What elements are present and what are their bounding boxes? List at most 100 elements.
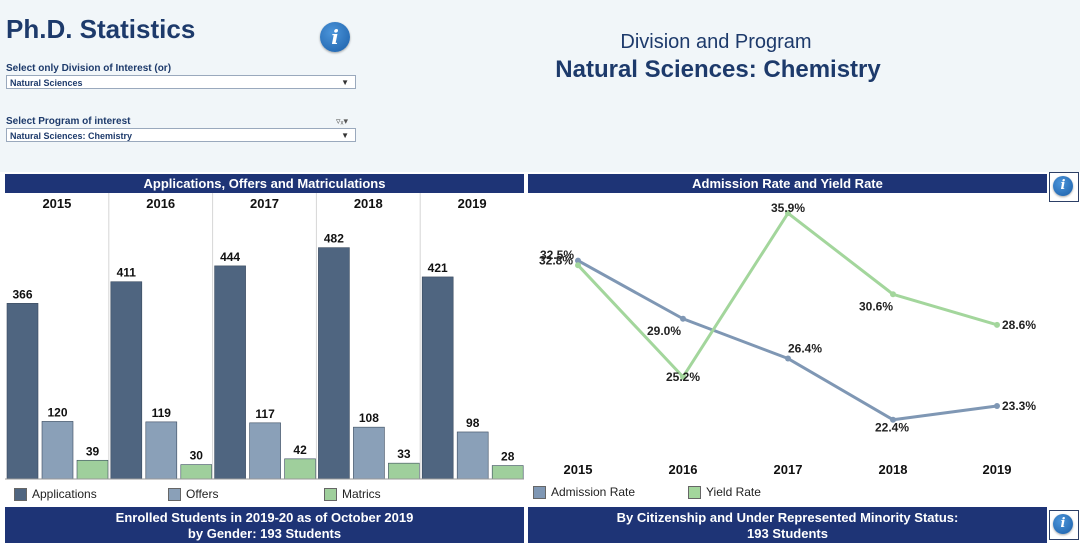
bar <box>76 459 109 480</box>
x-tick-label: 2017 <box>774 462 803 477</box>
bar <box>41 421 74 480</box>
series-line <box>577 259 998 422</box>
division-label: Select only Division of Interest (or) <box>6 63 172 74</box>
program-select[interactable]: Natural Sciences: Chemistry ▼ <box>6 128 356 142</box>
legend-label: Yield Rate <box>706 485 761 499</box>
info-icon[interactable]: i <box>1053 176 1073 196</box>
year-label: 2016 <box>146 196 175 211</box>
bar-value-label: 444 <box>220 250 240 264</box>
enrolled-header-line2: by Gender: 193 Students <box>187 526 342 541</box>
legend-yield-rate: Yield Rate <box>688 485 761 499</box>
program-label: Select Program of interest <box>6 116 131 127</box>
line-chart: 32.8% 29.0% 26.4% 22.4% 23.3% 32.5% 25.2% 35.9%… <box>539 201 1036 477</box>
x-tick-label: 2018 <box>879 462 908 477</box>
data-label: 26.4% <box>788 342 822 356</box>
data-point <box>680 315 686 322</box>
legend-label: Matrics <box>342 487 381 501</box>
division-select-value: Natural Sciences <box>10 78 83 88</box>
bar-value-label: 39 <box>86 444 100 458</box>
year-label: 2015 <box>42 196 71 211</box>
bar <box>353 426 385 480</box>
data-point <box>680 373 686 380</box>
bar-value-label: 33 <box>397 447 411 461</box>
bar <box>249 422 281 480</box>
bar-chart: 2015 366 120 39 2016 411 119 30 2017 444 117 42 2018… <box>5 193 524 480</box>
legend-label: Admission Rate <box>551 485 636 499</box>
legend-swatch <box>688 485 701 499</box>
data-label: 25.2% <box>666 370 700 384</box>
bar-value-label: 119 <box>152 406 172 420</box>
x-tick-label: 2019 <box>983 462 1012 477</box>
bar <box>6 303 39 480</box>
data-label: 32.5% <box>540 248 574 262</box>
bar-value-label: 28 <box>501 450 515 464</box>
bar <box>388 462 420 480</box>
data-point <box>994 321 1000 328</box>
legend-swatch <box>324 487 337 501</box>
bar-value-label: 30 <box>190 449 204 463</box>
data-point <box>785 355 791 362</box>
legend-swatch <box>14 487 27 501</box>
legend-label: Offers <box>186 487 219 501</box>
bar-value-label: 421 <box>428 261 448 275</box>
data-point <box>575 262 581 269</box>
legend-applications: Applications <box>14 487 97 501</box>
filter-icon[interactable]: ▿ₓ▾ <box>336 116 348 126</box>
citizenship-header-line1: By Citizenship and Under Represented Min… <box>616 510 959 525</box>
legend-swatch <box>533 485 546 499</box>
data-label: 28.6% <box>1002 318 1036 332</box>
legend-matrics: Matrics <box>324 487 381 501</box>
bar-chart-title: Applications, Offers and Matriculations <box>5 174 524 193</box>
bar <box>145 421 178 480</box>
bar-value-label: 366 <box>12 287 32 301</box>
bar <box>456 431 489 480</box>
info-icon[interactable]: i <box>320 22 350 52</box>
enrolled-header-line1: Enrolled Students in 2019-20 as of Octob… <box>115 510 414 525</box>
division-select[interactable]: Natural Sciences ▼ <box>6 75 356 89</box>
citizenship-header: By Citizenship and Under Represented Min… <box>528 507 1047 543</box>
page-title: Ph.D. Statistics <box>6 14 196 44</box>
year-label: 2017 <box>250 196 279 211</box>
chevron-down-icon: ▼ <box>341 78 349 87</box>
data-point <box>890 416 896 423</box>
bar-value-label: 411 <box>117 266 137 280</box>
x-tick-label: 2015 <box>564 462 593 477</box>
data-label: 29.0% <box>647 324 681 338</box>
line-chart-title: Admission Rate and Yield Rate <box>528 174 1047 193</box>
year-label: 2019 <box>458 196 487 211</box>
citizenship-info[interactable]: i <box>1049 510 1079 540</box>
legend-offers: Offers <box>168 487 218 501</box>
x-tick-label: 2016 <box>669 462 698 477</box>
data-point <box>785 210 791 217</box>
bar <box>318 247 350 480</box>
bar <box>214 265 246 480</box>
program-select-value: Natural Sciences: Chemistry <box>10 131 133 141</box>
legend-swatch <box>168 487 181 501</box>
bar <box>110 281 143 480</box>
legend-label: Applications <box>32 487 97 501</box>
data-label: 32.8% <box>539 254 573 268</box>
bar-value-label: 98 <box>466 416 480 430</box>
legend-admission-rate: Admission Rate <box>533 485 635 499</box>
data-point <box>575 257 581 264</box>
bar <box>180 464 213 480</box>
info-icon[interactable]: i <box>1053 514 1073 534</box>
bar-value-label: 482 <box>324 232 344 246</box>
enrolled-by-gender-header: Enrolled Students in 2019-20 as of Octob… <box>5 507 524 543</box>
chevron-down-icon: ▼ <box>341 131 349 140</box>
data-point <box>890 291 896 298</box>
bar <box>491 465 524 480</box>
bar-value-label: 117 <box>255 407 275 421</box>
bar-value-label: 42 <box>293 443 307 457</box>
data-label: 22.4% <box>875 421 909 435</box>
citizenship-header-line2: 193 Students <box>747 526 828 541</box>
bar <box>421 276 454 480</box>
year-label: 2018 <box>354 196 383 211</box>
data-point <box>994 402 1000 409</box>
bar <box>284 458 316 480</box>
data-label: 35.9% <box>771 201 805 215</box>
data-label: 23.3% <box>1002 399 1036 413</box>
line-chart-info[interactable]: i <box>1049 172 1079 202</box>
bar-value-label: 120 <box>47 405 67 419</box>
bar-value-label: 108 <box>359 411 379 425</box>
